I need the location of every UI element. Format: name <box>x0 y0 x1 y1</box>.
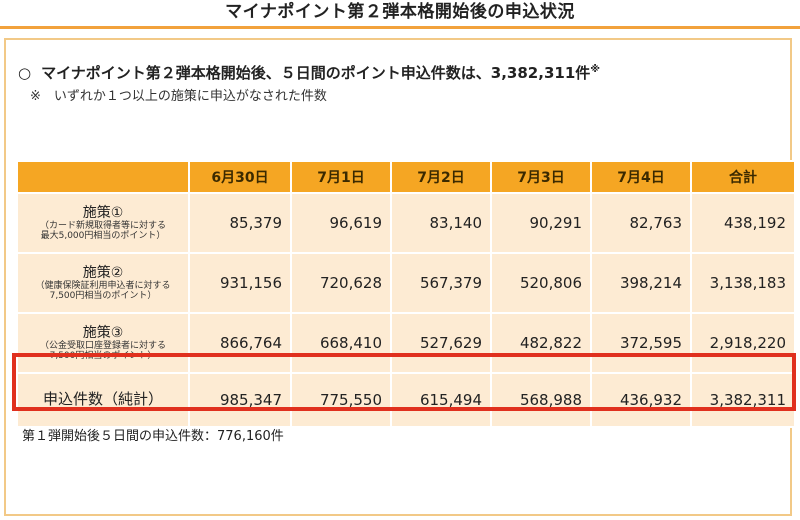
measure-name: 施策① <box>82 204 124 221</box>
header-jul4: 7月4日 <box>590 160 692 194</box>
measure-desc-line1: （健康保険証利用申込者に対する <box>35 280 171 291</box>
table-header-row: 6月30日 7月1日 7月2日 7月3日 7月4日 合計 <box>16 160 796 194</box>
table-cell: 520,806 <box>490 252 592 314</box>
table-row-measure-1: 施策① （カード新規取得者等に対する 最大5,000円相当のポイント） 85,3… <box>16 192 796 254</box>
table-row-measure-3: 施策③ （公金受取口座登録者に対する 7,500円相当のポイント） 866,76… <box>16 312 796 374</box>
table-row-total: 申込件数（純計） 985,347 775,550 615,494 568,988… <box>16 372 796 428</box>
table-row-measure-2: 施策② （健康保険証利用申込者に対する 7,500円相当のポイント） 931,1… <box>16 252 796 314</box>
header-blank <box>16 160 190 194</box>
table-cell: 527,629 <box>390 312 492 374</box>
table-cell: 372,595 <box>590 312 692 374</box>
row-label: 施策③ （公金受取口座登録者に対する 7,500円相当のポイント） <box>16 312 190 374</box>
headline: ○ マイナポイント第２弾本格開始後、５日間のポイント申込件数は、3,382,311… <box>18 60 600 83</box>
table-cell: 482,822 <box>490 312 592 374</box>
measure-name: 施策③ <box>82 324 124 341</box>
measure-desc-line2: 最大5,000円相当のポイント） <box>40 231 166 242</box>
row-label: 施策① （カード新規取得者等に対する 最大5,000円相当のポイント） <box>16 192 190 254</box>
footnote: ※ いずれか１つ以上の施策に申込がなされた件数 <box>30 89 327 104</box>
table-cell: 985,347 <box>188 372 292 428</box>
measure-desc-line2: 7,500円相当のポイント） <box>49 291 157 302</box>
header-jul3: 7月3日 <box>490 160 592 194</box>
table-cell-grand-total: 3,382,311 <box>690 372 796 428</box>
table-cell: 615,494 <box>390 372 492 428</box>
total-row-label: 申込件数（純計） <box>16 372 190 428</box>
page-title: マイナポイント第２弾本格開始後の申込状況 <box>225 2 575 22</box>
table-cell: 775,550 <box>290 372 392 428</box>
headline-text: マイナポイント第２弾本格開始後、５日間のポイント申込件数は、3,382,311件 <box>41 64 591 82</box>
table-cell: 436,932 <box>590 372 692 428</box>
header-jul1: 7月1日 <box>290 160 392 194</box>
first-phase-note: 第１弾開始後５日間の申込件数：776,160件 <box>22 429 284 444</box>
title-underline <box>0 26 800 29</box>
table-cell: 568,988 <box>490 372 592 428</box>
table-cell-total: 3,138,183 <box>690 252 796 314</box>
table-cell: 398,214 <box>590 252 692 314</box>
header-jun30: 6月30日 <box>188 160 292 194</box>
table-cell-total: 438,192 <box>690 192 796 254</box>
table-cell: 82,763 <box>590 192 692 254</box>
table-cell: 866,764 <box>188 312 292 374</box>
header-total: 合計 <box>690 160 796 194</box>
table-cell: 567,379 <box>390 252 492 314</box>
measure-desc-line2: 7,500円相当のポイント） <box>49 351 157 362</box>
table-cell: 85,379 <box>188 192 292 254</box>
table-cell: 90,291 <box>490 192 592 254</box>
table-cell: 720,628 <box>290 252 392 314</box>
applications-table: 6月30日 7月1日 7月2日 7月3日 7月4日 合計 施策① （カード新規取… <box>16 160 796 428</box>
table-cell: 668,410 <box>290 312 392 374</box>
measure-desc-line1: （公金受取口座登録者に対する <box>39 340 166 351</box>
measure-desc-line1: （カード新規取得者等に対する <box>39 220 166 231</box>
table-cell-total: 2,918,220 <box>690 312 796 374</box>
row-label: 施策② （健康保険証利用申込者に対する 7,500円相当のポイント） <box>16 252 190 314</box>
table-cell: 83,140 <box>390 192 492 254</box>
table-cell: 931,156 <box>188 252 292 314</box>
headline-note-mark: ※ <box>590 64 600 75</box>
bullet-circle: ○ <box>18 64 32 82</box>
measure-name: 施策② <box>82 264 124 281</box>
table-cell: 96,619 <box>290 192 392 254</box>
header-jul2: 7月2日 <box>390 160 492 194</box>
total-name: 申込件数（純計） <box>42 390 163 409</box>
